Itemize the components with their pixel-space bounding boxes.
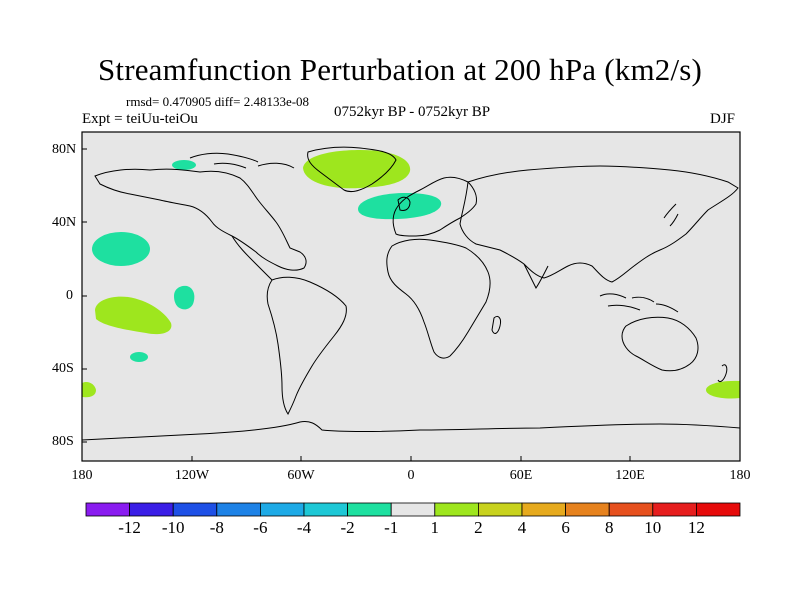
colorbar-box-0 (85, 502, 130, 517)
colorbar-box-11 (565, 502, 610, 517)
plot-title: Streamfunction Perturbation at 200 hPa (… (97, 52, 703, 87)
colorbar-box-2 (172, 502, 218, 517)
season-label: DJF (710, 111, 736, 127)
colorbar-box-1 (129, 502, 174, 517)
lon-tick-180w: 180 (71, 468, 93, 483)
coast-madagascar (491, 315, 501, 334)
lon-tick-120E: 120E (615, 468, 645, 483)
colorbar (85, 502, 741, 517)
colorbar-box-13 (652, 502, 697, 517)
colorbar-label-8: 2 (474, 518, 483, 537)
coast-indonesia (599, 293, 679, 313)
colorbar-box-5 (303, 502, 348, 517)
lat-tick-80S: 80S (52, 434, 74, 449)
colorbar-box-12 (608, 502, 654, 517)
coast-australia (621, 316, 699, 372)
anomaly-greenland-positive (303, 150, 411, 189)
coast-north-america (94, 168, 307, 271)
coast-british-isles (397, 196, 411, 211)
colorbar-label-0: -12 (118, 518, 141, 537)
colorbar-box-3 (216, 502, 261, 517)
anomaly-tropical-pacific-positive (95, 296, 172, 335)
coast-japan (663, 203, 679, 227)
coast-south-america (266, 276, 347, 415)
colorbar-label-9: 4 (517, 518, 527, 537)
coastlines (81, 146, 741, 441)
coast-greenland (307, 146, 397, 193)
lon-tick-120W: 120W (174, 468, 210, 483)
coast-africa (386, 238, 491, 359)
lon-tick-180e: 180 (729, 468, 751, 483)
colorbar-label-3: -6 (253, 518, 268, 537)
anomaly-north-pacific-negative (92, 232, 150, 266)
colorbar-box-6 (347, 502, 392, 517)
colorbar-label-11: 8 (604, 518, 614, 537)
colorbar-box-4 (259, 502, 305, 517)
lat-tick-80N: 80N (52, 142, 77, 157)
lat-tick-0: 0 (66, 288, 73, 303)
anomaly-arctic-canada-negative (172, 160, 196, 170)
lon-tick-60W: 60W (287, 468, 315, 483)
colorbar-label-5: -2 (340, 518, 355, 537)
coast-asia (459, 165, 739, 283)
anomaly-east-pacific-negative (174, 285, 195, 310)
period-label: 0752kyr BP - 0752kyr BP (333, 104, 491, 120)
coast-india (523, 263, 549, 289)
anomaly-layer (82, 150, 740, 399)
coast-central-america (231, 235, 273, 281)
colorbar-label-4: -4 (296, 518, 312, 537)
colorbar-box-8 (434, 502, 479, 517)
colorbar-label-7: 1 (430, 518, 440, 537)
lat-tick-40N: 40N (52, 215, 77, 230)
lon-tick-0: 0 (407, 468, 415, 483)
experiment-label: Expt = teiUu-teiOu (82, 111, 198, 127)
coast-arctic-islands (189, 152, 295, 169)
lon-tick-60E: 60E (509, 468, 533, 483)
anomaly-south-atlantic-dateline-positive-west (82, 381, 96, 398)
anomaly-south-pacific-negative (130, 352, 148, 362)
coast-new-zealand (717, 364, 728, 383)
colorbar-box-9 (477, 502, 523, 517)
colorbar-box-14 (696, 502, 741, 517)
coast-antarctica (81, 421, 741, 441)
colorbar-box-10 (521, 502, 566, 517)
colorbar-label-1: -10 (161, 518, 185, 537)
colorbar-label-12: 10 (644, 518, 662, 537)
colorbar-box-7 (390, 502, 436, 517)
colorbar-label-2: -8 (209, 518, 224, 537)
tick-marks (82, 148, 631, 461)
lat-tick-40S: 40S (52, 361, 74, 376)
colorbar-label-13: 12 (687, 518, 705, 537)
anomaly-southwest-pacific-positive-east (706, 380, 740, 399)
colorbar-label-10: 6 (561, 518, 570, 537)
stats-label: rmsd= 0.470905 diff= 2.48133e-08 (126, 94, 310, 109)
coast-europe (392, 176, 477, 237)
colorbar-label-6: -1 (384, 518, 399, 537)
